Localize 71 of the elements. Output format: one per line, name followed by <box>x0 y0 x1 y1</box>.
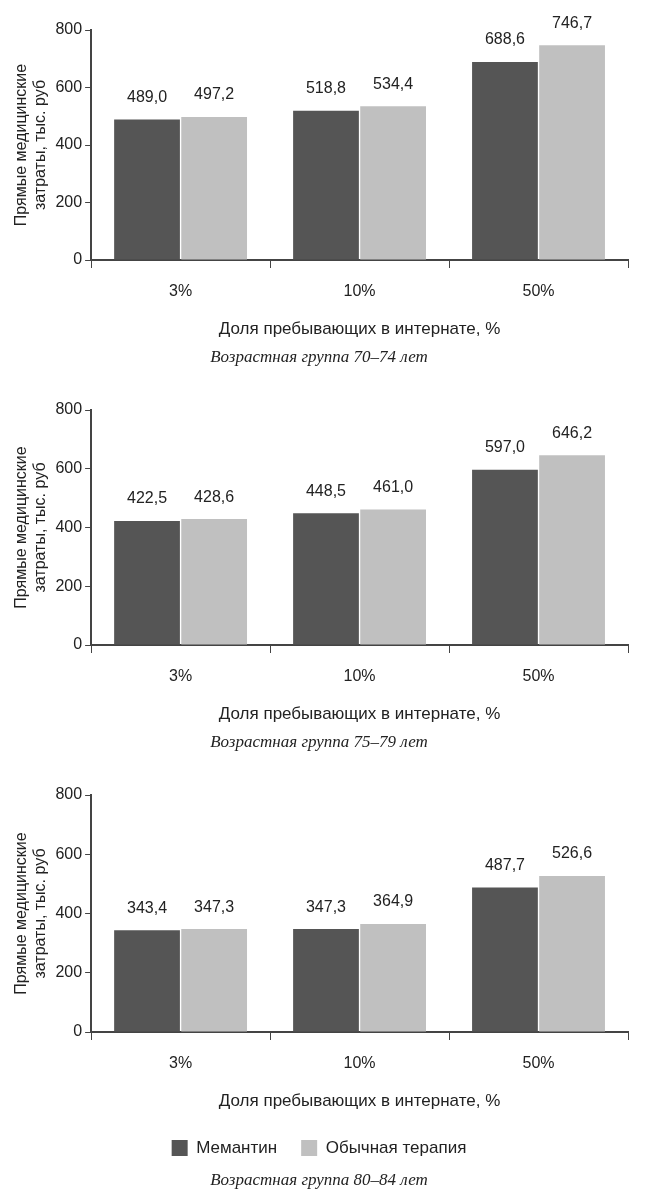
data-label: 688,6 <box>484 30 526 48</box>
bar <box>360 923 426 1032</box>
data-label: 461,0 <box>373 477 414 495</box>
y-tick-label: 200 <box>55 576 83 594</box>
legend-label: Обычная терапия <box>325 1137 467 1157</box>
bar <box>472 469 538 645</box>
bar <box>293 929 359 1032</box>
x-tick-label: 3% <box>169 282 193 300</box>
y-tick-label: 400 <box>55 517 83 535</box>
y-tick-label: 800 <box>55 20 83 38</box>
y-tick-label: 400 <box>55 903 83 921</box>
y-tick-label: 800 <box>55 400 83 418</box>
x-tick-label: 10% <box>343 1054 376 1072</box>
bar <box>360 106 426 260</box>
data-label: 343,4 <box>127 898 168 916</box>
y-axis-title: Прямые медицинские затраты, тыс. руб <box>12 832 49 995</box>
data-label: 422,5 <box>127 489 168 507</box>
bar <box>293 513 359 645</box>
x-axis-title: Доля пребывающих в интернате, % <box>218 319 501 339</box>
y-tick-label: 0 <box>73 635 83 653</box>
data-label: 518,8 <box>305 79 347 97</box>
data-label: 448,5 <box>305 481 347 499</box>
data-label: 526,6 <box>552 844 593 862</box>
x-tick-label: 50% <box>522 282 555 300</box>
data-label: 489,0 <box>127 87 168 105</box>
y-tick-label: 600 <box>55 844 83 862</box>
y-tick-label: 200 <box>55 963 83 981</box>
text: Возрастная группа 80–84 лет <box>210 1170 428 1190</box>
legend-label: Мемантин <box>196 1137 278 1157</box>
x-tick-label: 50% <box>522 667 555 685</box>
x-tick-label: 10% <box>343 282 376 300</box>
y-tick-label: 0 <box>73 250 83 268</box>
data-label: 428,6 <box>194 487 235 505</box>
data-label: 364,9 <box>373 892 414 910</box>
y-tick-label: 400 <box>55 135 83 153</box>
y-axis-title: Прямые медицинские затраты, тыс. руб <box>12 63 49 227</box>
data-label: 347,3 <box>305 897 347 915</box>
data-label: 487,7 <box>484 855 526 873</box>
bar <box>293 110 359 260</box>
data-label: 597,0 <box>484 438 526 456</box>
x-axis-title: Доля пребывающих в интернате, % <box>218 1091 501 1111</box>
x-tick-label: 3% <box>169 1054 193 1072</box>
data-label: 646,2 <box>552 423 593 441</box>
data-label: 746,7 <box>552 13 593 31</box>
data-label: 534,4 <box>373 74 414 92</box>
x-tick-label: 10% <box>343 667 376 685</box>
bar <box>181 117 248 260</box>
data-label: 347,3 <box>194 897 235 915</box>
x-axis-title: Доля пребывающих в интернате, % <box>218 704 501 724</box>
y-tick-label: 200 <box>55 192 83 210</box>
text: Возрастная группа 75–79 лет <box>210 732 428 752</box>
bar <box>181 929 248 1032</box>
x-tick-label: 3% <box>169 667 193 685</box>
y-tick-label: 800 <box>55 785 83 803</box>
y-axis-title: Прямые медицинские затраты, тыс. руб <box>12 446 49 609</box>
bar <box>114 930 180 1032</box>
y-tick-label: 600 <box>55 459 83 477</box>
bar <box>181 519 248 645</box>
bar <box>114 119 180 260</box>
bar <box>539 45 605 260</box>
bar <box>539 876 605 1032</box>
data-label: 497,2 <box>194 85 235 103</box>
bar <box>472 887 538 1032</box>
x-tick-label: 50% <box>522 1054 555 1072</box>
bar <box>472 62 538 260</box>
y-tick-label: 600 <box>55 77 83 95</box>
bar <box>539 455 605 645</box>
text: Возрастная группа 70–74 лет <box>210 347 428 367</box>
bar <box>114 520 180 645</box>
y-tick-label: 0 <box>73 1022 83 1040</box>
bar <box>360 509 426 645</box>
